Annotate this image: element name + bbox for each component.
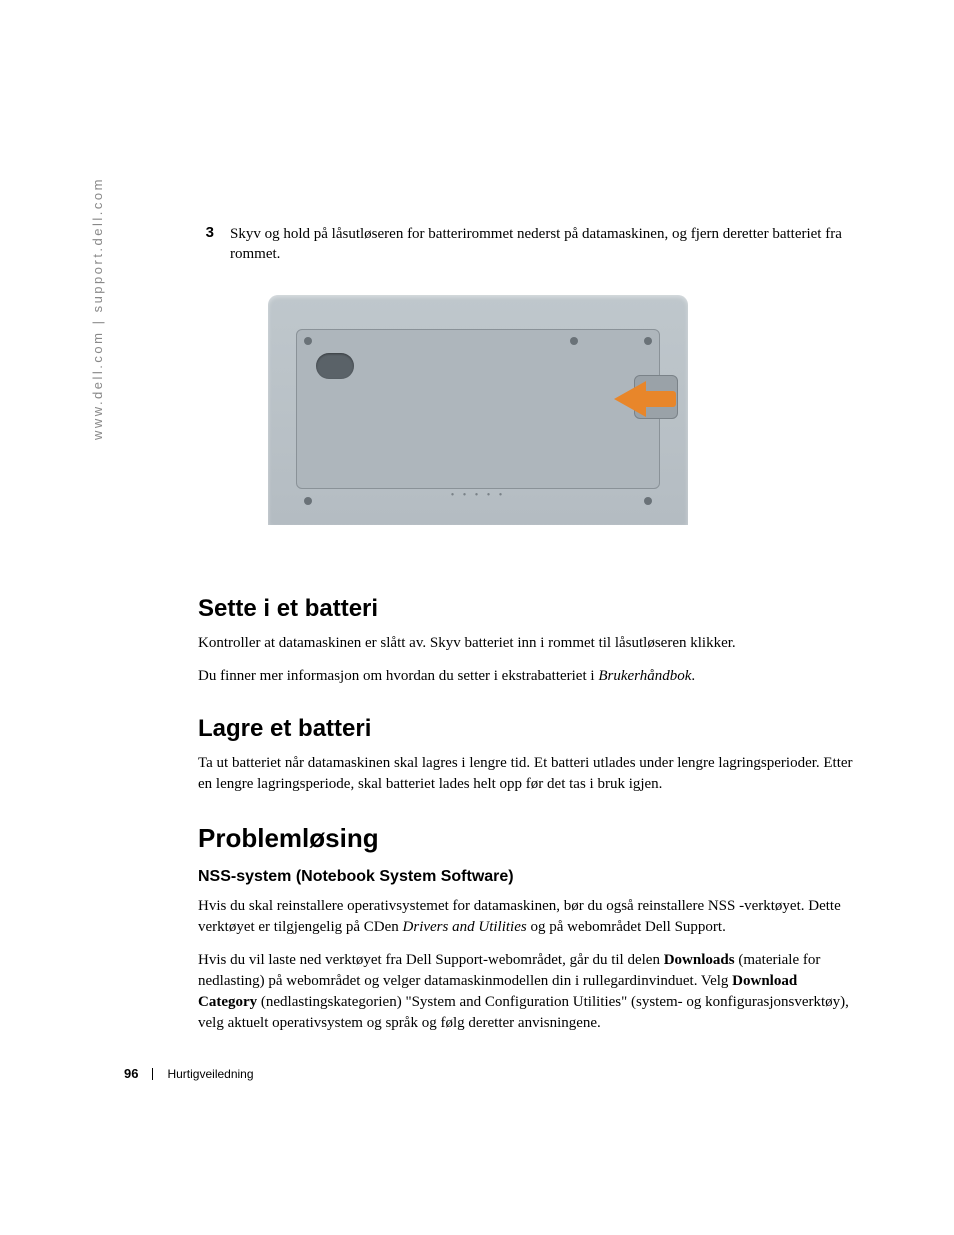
text: og på webområdet Dell Support.: [527, 919, 726, 935]
screw-icon: [304, 337, 312, 345]
screw-icon: [644, 497, 652, 505]
text: (nedlastingskategorien) "System and Conf…: [198, 994, 849, 1031]
indicator-dots-icon: • • • • •: [451, 490, 506, 501]
battery-figure: • • • • •: [268, 295, 688, 545]
paragraph: Du finner mer informasjon om hvordan du …: [198, 666, 858, 687]
text-italic: Drivers and Utilities: [403, 919, 527, 935]
main-content: 3 Skyv og hold på låsutløseren for batte…: [198, 224, 858, 1046]
paragraph: Ta ut batteriet når datamaskinen skal la…: [198, 753, 858, 795]
footer-doc-title: Hurtigveiledning: [167, 1067, 253, 1081]
heading-store-battery: Lagre et batteri: [198, 715, 858, 743]
heading-insert-battery: Sette i et batteri: [198, 595, 858, 623]
arrow-icon: [614, 381, 646, 417]
text: Hvis du vil laste ned verktøyet fra Dell…: [198, 952, 664, 968]
step-text: Skyv og hold på låsutløseren for batteri…: [226, 224, 858, 265]
text-bold: Downloads: [664, 952, 735, 968]
page-footer: 96 Hurtigveiledning: [124, 1066, 254, 1081]
page-number: 96: [124, 1066, 138, 1081]
footer-divider-icon: [152, 1068, 153, 1080]
step-number: 3: [198, 224, 214, 265]
screw-icon: [570, 337, 578, 345]
paragraph: Hvis du skal reinstallere operativsystem…: [198, 896, 858, 938]
text-italic: Brukerhåndbok: [598, 668, 691, 684]
battery-panel-icon: [296, 329, 660, 489]
heading-troubleshooting: Problemløsing: [198, 823, 858, 854]
text: Du finner mer informasjon om hvordan du …: [198, 668, 598, 684]
screw-icon: [644, 337, 652, 345]
laptop-bottom-icon: • • • • •: [268, 295, 688, 525]
text: .: [691, 668, 695, 684]
paragraph: Kontroller at datamaskinen er slått av. …: [198, 633, 858, 654]
step-item: 3 Skyv og hold på låsutløseren for batte…: [198, 224, 858, 265]
subheading-nss: NSS-system (Notebook System Software): [198, 868, 858, 886]
sidebar-url: www.dell.com | support.dell.com: [90, 177, 105, 440]
paragraph: Hvis du vil laste ned verktøyet fra Dell…: [198, 950, 858, 1034]
oval-button-icon: [316, 353, 354, 379]
screw-icon: [304, 497, 312, 505]
